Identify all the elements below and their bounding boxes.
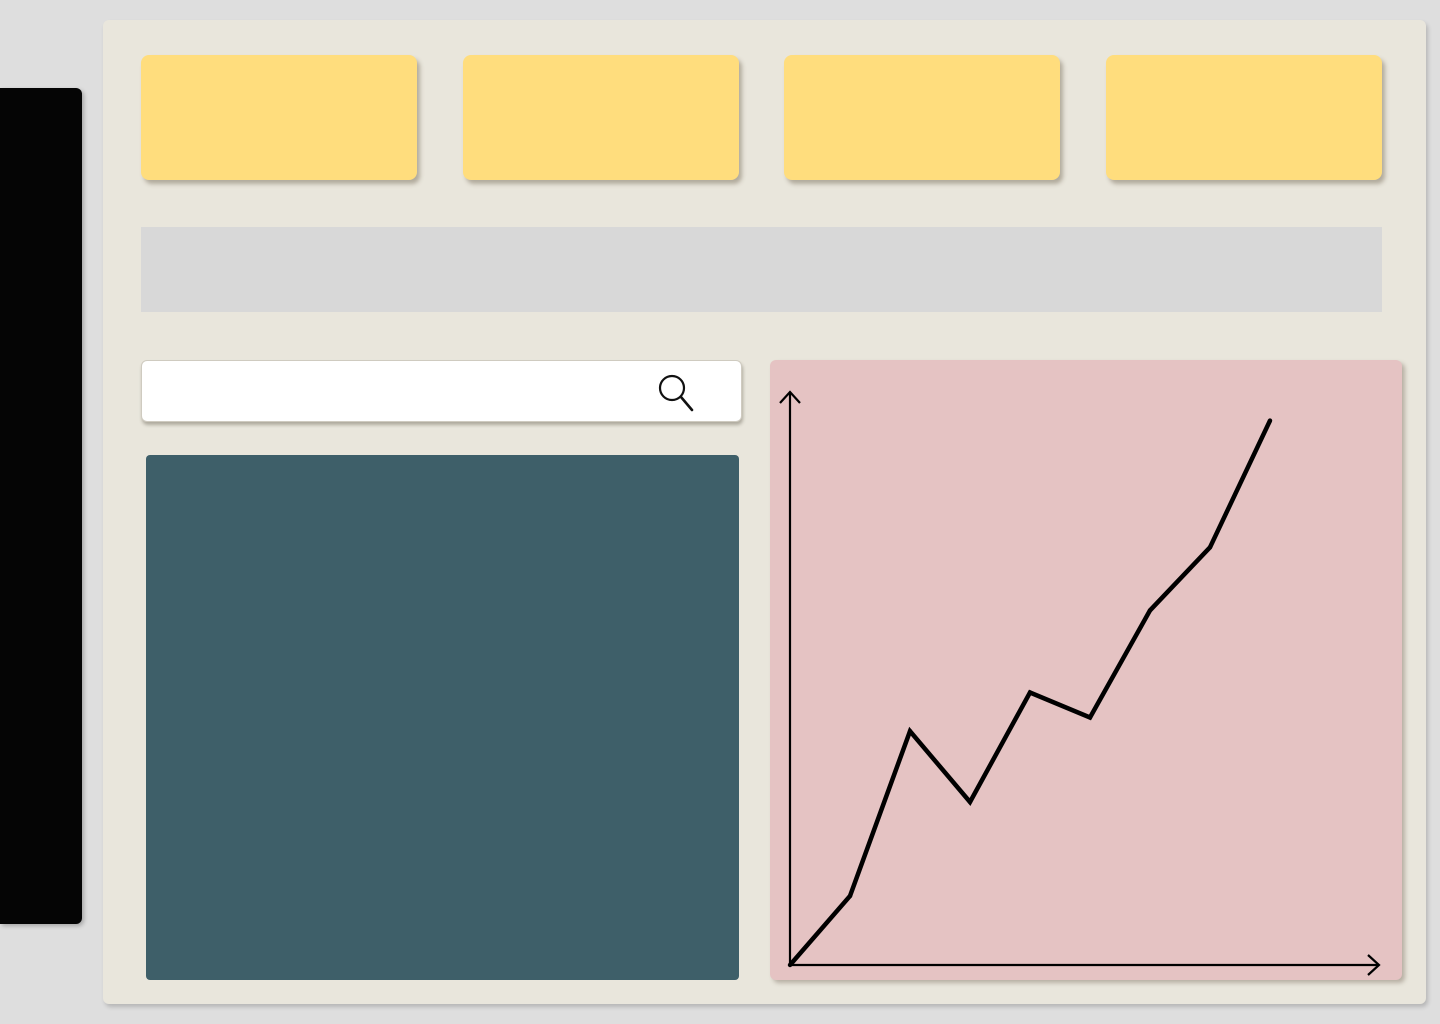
stat-card-3[interactable] (784, 55, 1060, 180)
banner (141, 227, 1382, 312)
data-point (907, 729, 913, 734)
search-icon[interactable] (656, 372, 696, 412)
data-point (967, 799, 973, 805)
data-point (1267, 418, 1273, 423)
search-box[interactable] (141, 360, 742, 422)
y-axis-arrow (779, 390, 801, 404)
data-point (1147, 608, 1153, 613)
data-point (787, 962, 793, 968)
data-point (847, 893, 853, 899)
search-input[interactable] (156, 371, 640, 413)
dashboard-panel (103, 20, 1426, 1004)
stat-card-1[interactable] (141, 55, 417, 180)
line-chart (770, 360, 1402, 980)
stat-card-2[interactable] (463, 55, 739, 180)
content-panel (146, 455, 739, 980)
line-chart-svg (779, 390, 1381, 976)
data-point (1087, 715, 1093, 720)
data-point (1207, 545, 1213, 550)
stat-card-4[interactable] (1106, 55, 1382, 180)
sidebar (0, 88, 82, 924)
x-axis-arrow (1367, 954, 1381, 976)
data-point (1027, 690, 1033, 695)
